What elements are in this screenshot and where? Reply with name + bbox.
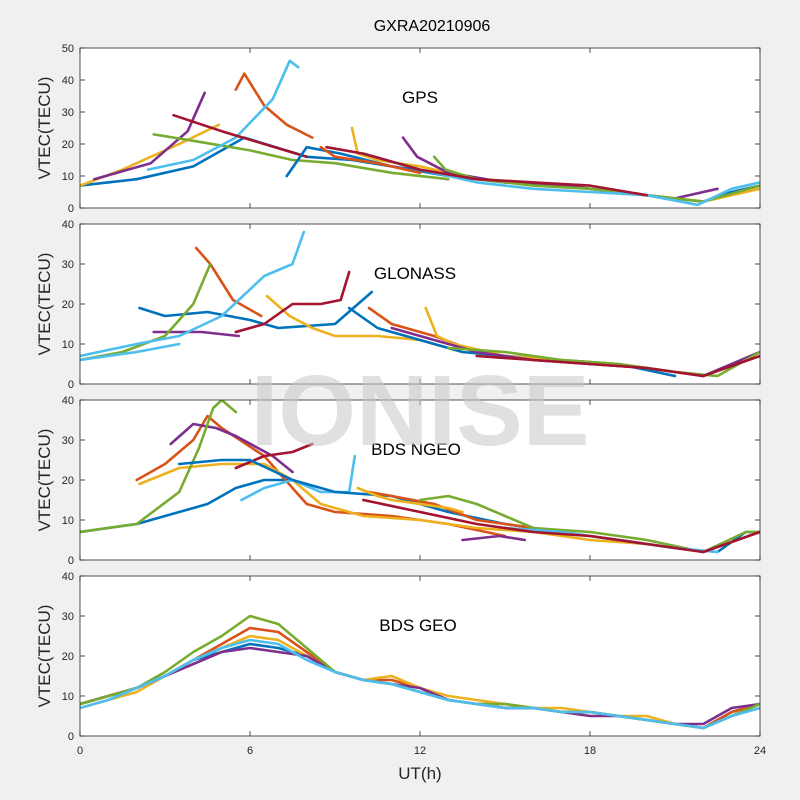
panel-title: GPS <box>402 88 438 107</box>
figure-title: GXRA20210906 <box>374 18 491 35</box>
series-line <box>92 91 206 181</box>
series-line <box>475 354 760 378</box>
y-tick-label: 0 <box>68 731 74 743</box>
y-axis-label: VTEC(TECU) <box>35 605 54 708</box>
series-line <box>169 422 294 474</box>
x-tick-label: 12 <box>414 745 426 757</box>
series-line <box>146 59 300 171</box>
series-line <box>234 72 314 139</box>
y-tick-label: 40 <box>62 219 74 231</box>
x-axis-label: UT(h) <box>398 764 441 783</box>
y-tick-label: 0 <box>68 379 74 391</box>
series-line <box>194 246 263 318</box>
panel-gps: 0 10 20 30 40 50 VTEC(TECU) GPS <box>35 43 761 215</box>
x-tick-label: 18 <box>584 745 596 757</box>
panel-bds-ngeo: 0 10 20 30 40 VTEC(TECU) BDS NGEO <box>35 395 761 567</box>
y-axis-label: VTEC(TECU) <box>35 429 54 532</box>
series-line <box>319 145 422 175</box>
series-line <box>461 534 527 542</box>
y-tick-label: 20 <box>62 139 74 151</box>
plot-area <box>80 400 760 560</box>
series-line <box>172 113 309 159</box>
y-tick-label: 20 <box>62 299 74 311</box>
series-line <box>80 262 212 362</box>
series-line <box>80 230 306 358</box>
y-tick-label: 20 <box>62 475 74 487</box>
y-tick-label: 0 <box>68 555 74 567</box>
panel-title: BDS GEO <box>379 616 456 635</box>
series-line <box>80 342 181 362</box>
plot-area <box>80 48 760 208</box>
y-tick-label: 10 <box>62 691 74 703</box>
panel-bds-geo: 0 10 20 30 40 0 6 12 18 24 VTEC(TECU) UT(h) BDS GEO <box>35 571 766 783</box>
y-tick-label: 40 <box>62 75 74 87</box>
y-tick-label: 40 <box>62 571 74 583</box>
y-tick-label: 0 <box>68 203 74 215</box>
y-tick-label: 30 <box>62 435 74 447</box>
y-tick-label: 10 <box>62 339 74 351</box>
panel-title: BDS NGEO <box>371 440 461 459</box>
y-tick-label: 40 <box>62 395 74 407</box>
y-tick-label: 20 <box>62 651 74 663</box>
series-line <box>80 400 238 534</box>
y-tick-label: 10 <box>62 171 74 183</box>
series-line <box>234 270 351 334</box>
y-axis-label: VTEC(TECU) <box>35 253 54 356</box>
series-line <box>135 414 507 538</box>
plot-area <box>80 576 760 736</box>
series-line <box>152 133 450 181</box>
series-group <box>80 614 760 730</box>
y-tick-label: 30 <box>62 611 74 623</box>
series-line <box>234 442 314 470</box>
y-tick-label: 30 <box>62 259 74 271</box>
series-group <box>80 230 760 378</box>
series-line <box>356 486 464 514</box>
panel-glonass: 0 10 20 30 40 VTEC(TECU) GLONASS <box>35 219 761 391</box>
y-tick-label: 10 <box>62 515 74 527</box>
series-line <box>361 498 760 554</box>
x-tick-label: 0 <box>77 745 83 757</box>
x-tick-label: 24 <box>754 745 766 757</box>
series-line <box>80 638 760 730</box>
series-group <box>80 400 760 554</box>
panel-title: GLONASS <box>374 264 456 283</box>
x-tick-label: 6 <box>247 745 253 757</box>
series-group <box>80 59 760 207</box>
series-line <box>432 155 760 203</box>
watermark-text: IONISE <box>251 355 590 467</box>
series-line <box>418 494 760 554</box>
y-axis-label: VTEC(TECU) <box>35 77 54 180</box>
series-line <box>240 454 357 502</box>
series-line <box>138 290 374 330</box>
series-line <box>325 145 649 197</box>
y-tick-label: 50 <box>62 43 74 55</box>
y-tick-label: 30 <box>62 107 74 119</box>
